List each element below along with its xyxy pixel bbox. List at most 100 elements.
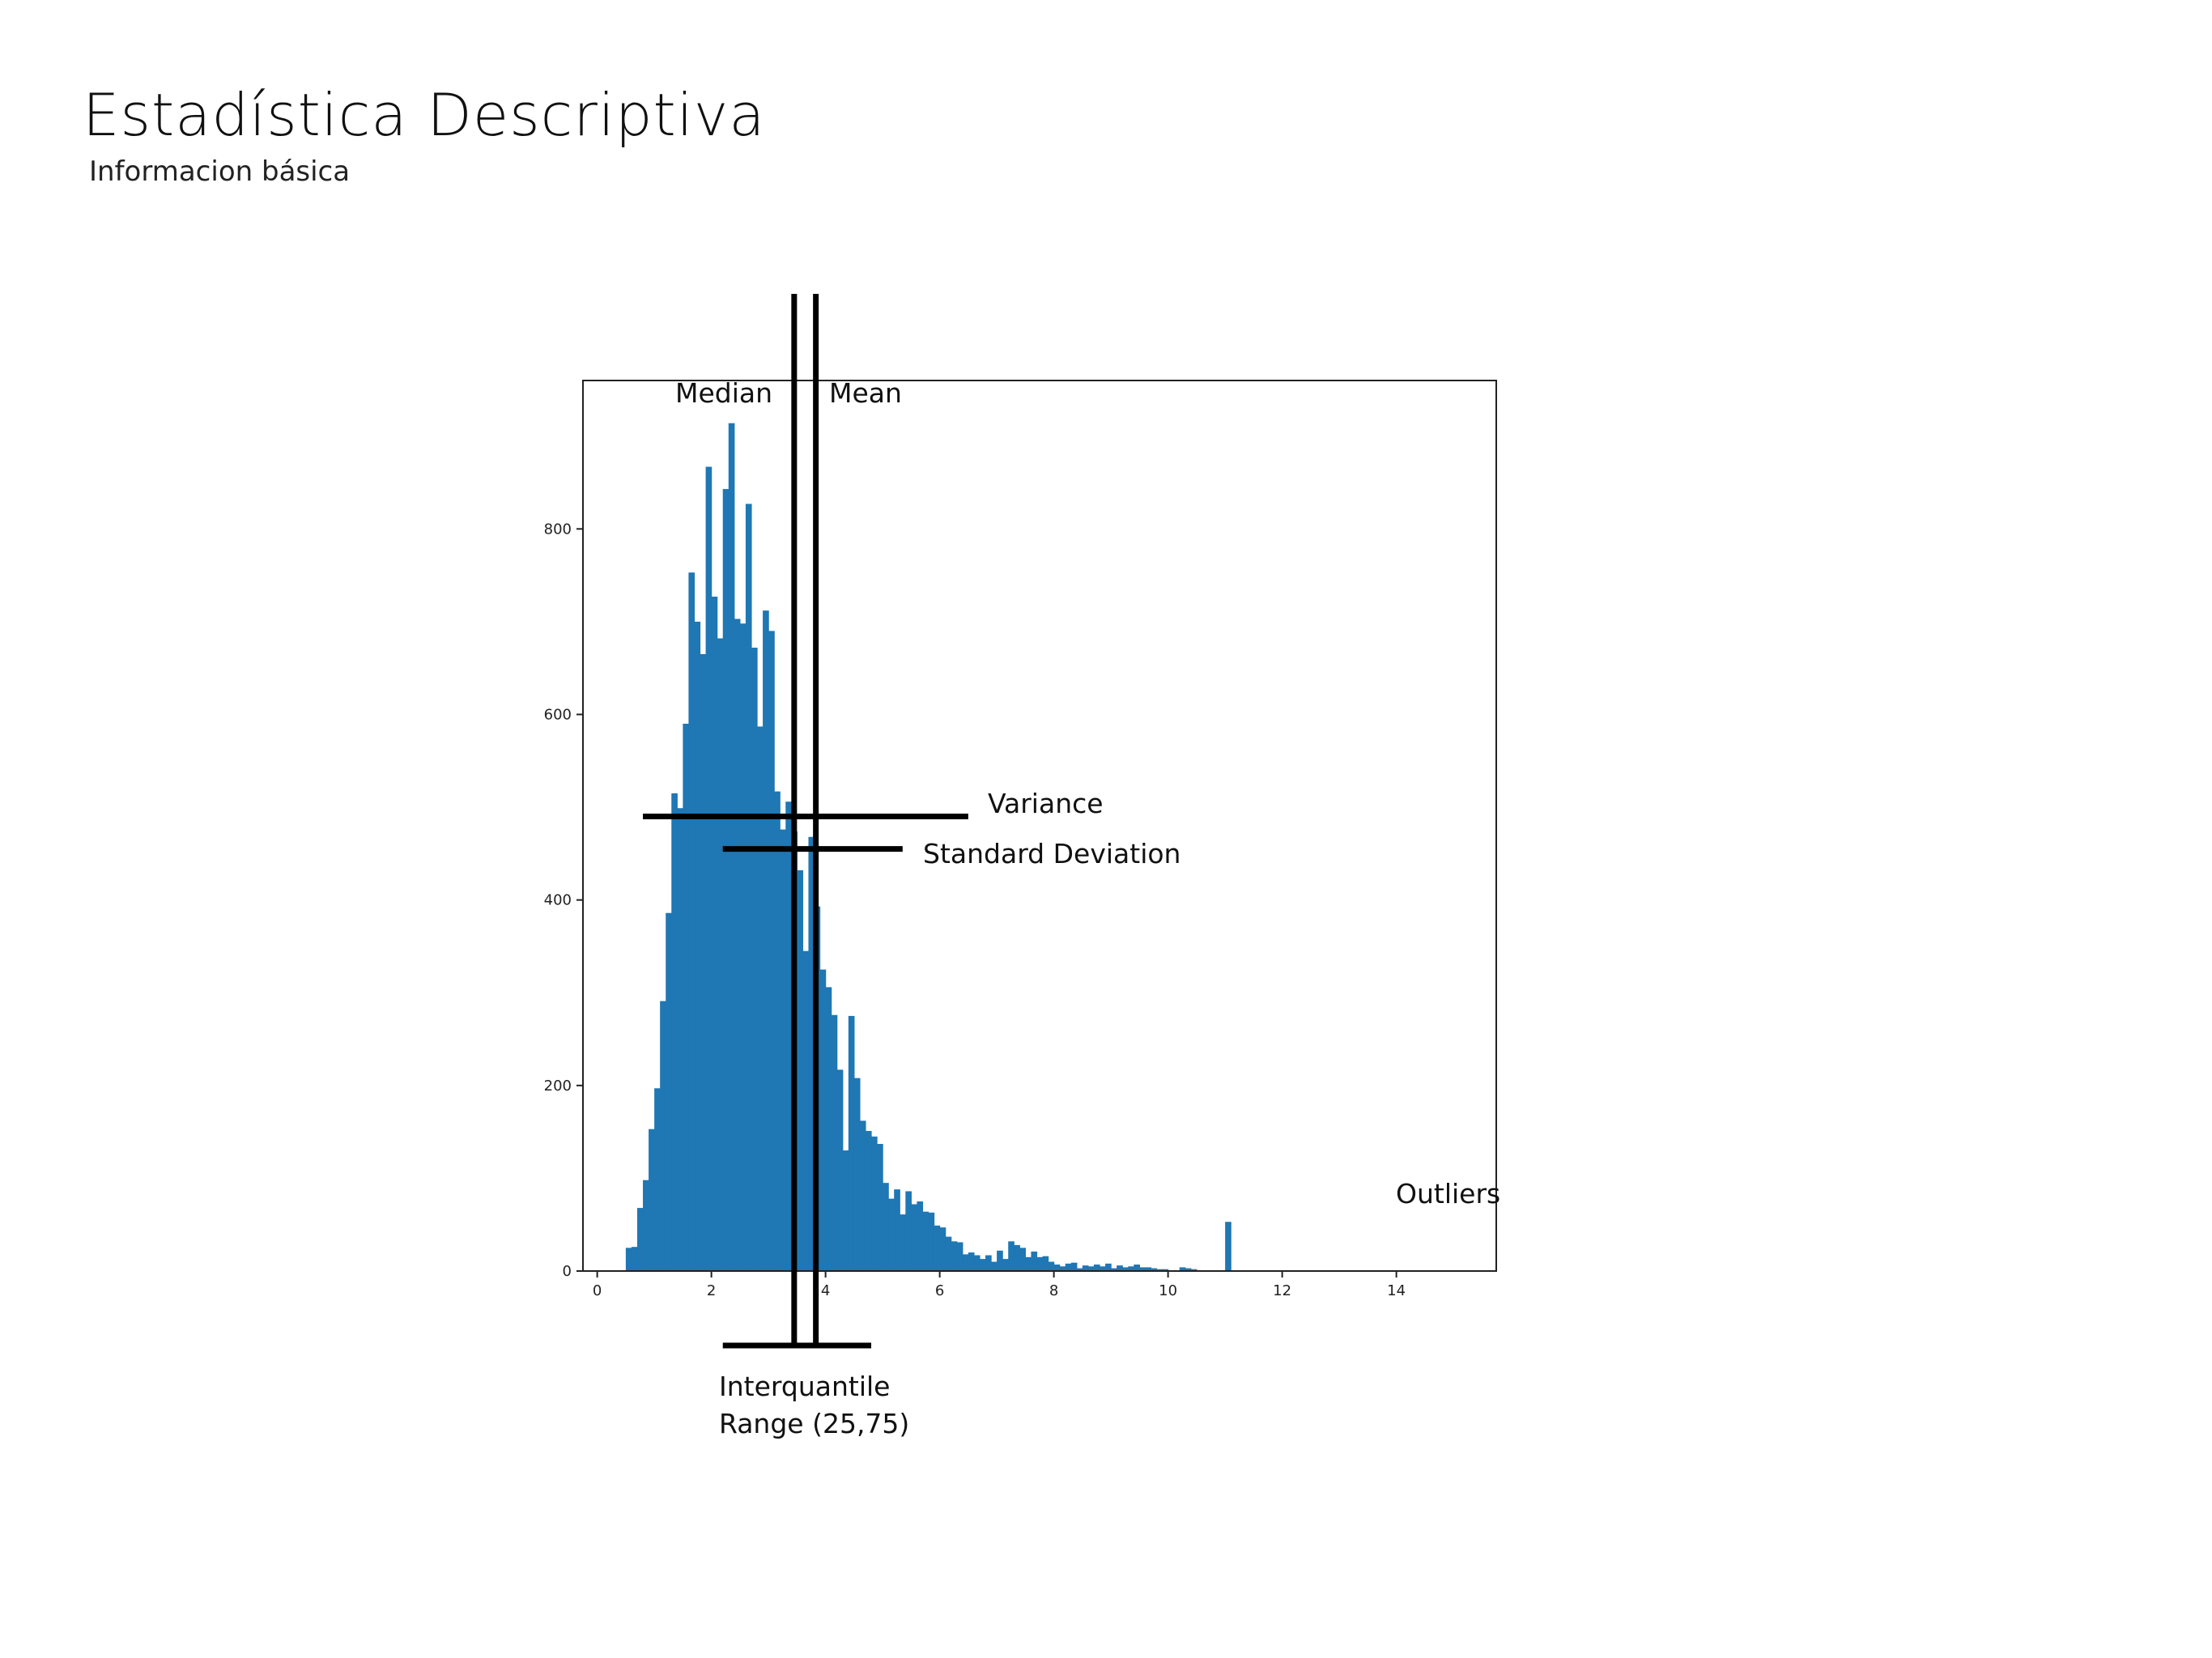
histogram-bar — [991, 1261, 998, 1271]
histogram-bar — [928, 1212, 935, 1271]
histogram-bar — [1031, 1251, 1038, 1271]
histogram-bar — [763, 610, 769, 1271]
histogram-bar — [1145, 1267, 1152, 1271]
histogram-bar — [1019, 1248, 1026, 1271]
histogram-bar — [1151, 1268, 1158, 1271]
histogram-bar — [997, 1250, 1003, 1271]
histogram-bar — [671, 793, 678, 1271]
histogram-bar — [939, 1227, 946, 1271]
histogram-bars — [625, 423, 1231, 1272]
histogram-bar — [1087, 1266, 1095, 1271]
x-tick-label: 14 — [1387, 1282, 1406, 1299]
page-title: Estadística Descriptiva — [83, 81, 766, 149]
mean-label: Mean — [829, 377, 902, 409]
x-tick-label: 6 — [935, 1282, 944, 1299]
histogram-bar — [836, 1069, 844, 1271]
histogram-bar — [1225, 1222, 1231, 1271]
variance-label: Variance — [988, 788, 1104, 819]
histogram-bar — [643, 1180, 649, 1271]
histogram-bar — [688, 572, 696, 1271]
histogram-bar — [711, 596, 718, 1271]
outliers-label: Outliers — [1396, 1178, 1500, 1209]
histogram-bar — [825, 987, 832, 1272]
histogram-bar — [1134, 1264, 1140, 1271]
histogram-bar — [865, 1130, 872, 1271]
histogram-bar — [1059, 1266, 1066, 1271]
histogram-bar — [877, 1144, 883, 1271]
histogram-bar — [979, 1259, 986, 1271]
y-tick-label: 200 — [544, 1078, 572, 1095]
histogram-bar — [1111, 1268, 1117, 1271]
histogram-bar — [951, 1241, 958, 1271]
histogram-bar — [842, 1150, 849, 1271]
histogram-bar — [922, 1211, 929, 1271]
histogram-bar — [757, 726, 764, 1271]
y-tick-label: 0 — [563, 1263, 572, 1280]
histogram-bar — [1014, 1244, 1020, 1271]
histogram-bar — [973, 1255, 981, 1271]
histogram-bar — [1076, 1268, 1083, 1271]
iqr-label-line2: Range (25,75) — [719, 1408, 909, 1439]
histogram-bar — [894, 1189, 900, 1271]
histogram-bar — [1065, 1263, 1072, 1271]
axis-ticks: 0 2 4 6 8 10 12 14 0 200 400 600 800 — [544, 521, 1406, 1299]
histogram-bar — [797, 870, 804, 1271]
x-tick-label: 8 — [1049, 1282, 1058, 1299]
x-tick-label: 12 — [1273, 1282, 1291, 1299]
histogram-bar — [808, 836, 815, 1271]
histogram-bar — [745, 504, 752, 1271]
histogram-bar — [625, 1248, 632, 1271]
histogram-bar — [654, 1088, 661, 1271]
histogram-bar — [962, 1254, 969, 1272]
histogram-bar — [1042, 1256, 1049, 1271]
histogram-bar — [1179, 1267, 1186, 1271]
histogram-bar — [1156, 1269, 1163, 1271]
histogram-bar — [1070, 1262, 1078, 1271]
histogram-bar — [1139, 1267, 1146, 1271]
histogram-bar — [1053, 1264, 1061, 1271]
histogram-bar — [859, 1120, 866, 1272]
histogram-bar — [968, 1252, 975, 1271]
histogram-bar — [911, 1204, 918, 1271]
histogram-bar — [1100, 1266, 1106, 1271]
histogram-bar — [985, 1255, 992, 1271]
iqr-label-line1: Interquantile — [719, 1371, 890, 1402]
histogram-bar — [780, 829, 786, 1271]
annotation-lines — [643, 294, 968, 1349]
histogram-bar — [722, 489, 730, 1271]
y-tick-label: 800 — [544, 521, 572, 538]
histogram-bar — [1162, 1269, 1169, 1271]
annotation-labels: Median Mean Variance Standard Deviation … — [675, 377, 1500, 1439]
histogram-bar — [774, 791, 781, 1271]
histogram-bar — [660, 1001, 666, 1271]
histogram-bar — [700, 654, 707, 1271]
histogram-bar — [1082, 1265, 1089, 1272]
histogram-bar — [1036, 1256, 1044, 1271]
x-tick-label: 2 — [707, 1282, 716, 1299]
histogram-bar — [1117, 1265, 1123, 1272]
histogram-bar — [945, 1236, 952, 1271]
histogram-bar — [636, 1208, 644, 1271]
y-tick-label: 400 — [544, 892, 572, 909]
histogram-bar — [768, 631, 775, 1272]
histogram-bar — [1048, 1261, 1055, 1271]
histogram-bar — [1190, 1269, 1197, 1271]
histogram-bar — [649, 1129, 655, 1271]
histogram-bar — [1128, 1266, 1134, 1271]
histogram-bar — [677, 808, 683, 1271]
histogram-bar — [1025, 1256, 1032, 1271]
histogram-bar — [666, 912, 672, 1271]
histogram-bar — [831, 1014, 838, 1271]
x-tick-label: 4 — [821, 1282, 830, 1299]
histogram-bar — [871, 1136, 878, 1271]
histogram-bar — [694, 621, 701, 1271]
median-label: Median — [675, 377, 772, 409]
histogram-bar — [751, 648, 758, 1271]
histogram-bar — [717, 638, 724, 1271]
histogram-bar — [631, 1247, 638, 1271]
histogram-bar — [900, 1214, 906, 1271]
y-tick-label: 600 — [544, 707, 572, 724]
histogram-bar — [785, 801, 792, 1271]
histogram-bar — [905, 1191, 912, 1271]
histogram-bar — [683, 723, 690, 1271]
